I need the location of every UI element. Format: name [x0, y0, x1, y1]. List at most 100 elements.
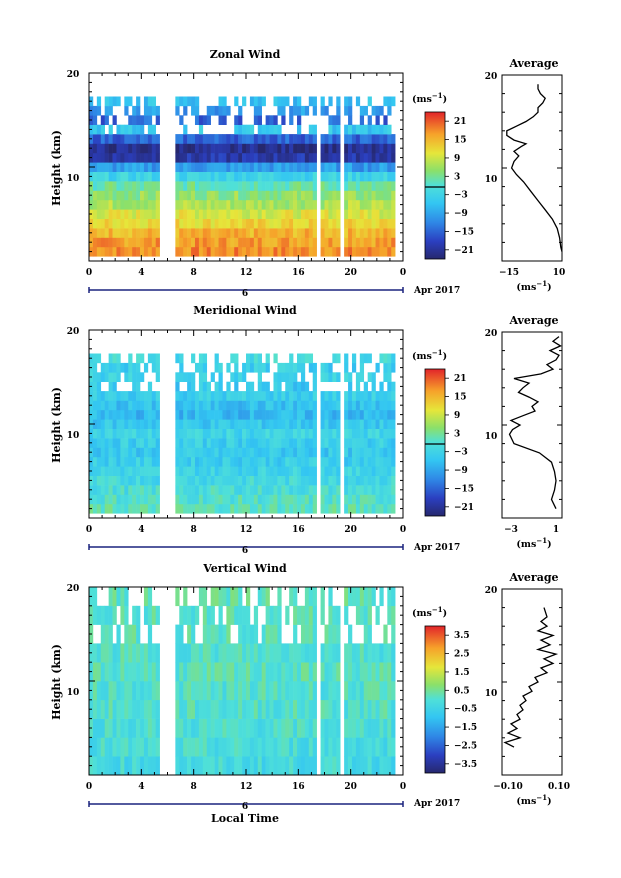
heatmap-cell: [179, 699, 184, 719]
heatmap-cell: [112, 237, 117, 248]
heatmap-cell: [363, 246, 368, 257]
heatmap-cell: [359, 353, 365, 364]
heatmap-cell: [253, 171, 259, 182]
heatmap-cell: [379, 587, 384, 607]
heatmap-cell: [242, 485, 247, 495]
heatmap-cell: [336, 115, 341, 125]
heatmap-cell: [140, 409, 145, 420]
heatmap-cell: [218, 485, 223, 495]
heatmap-cell: [132, 209, 137, 219]
heatmap-cell: [379, 756, 384, 776]
heatmap-cell: [116, 475, 121, 486]
heatmap-vertical: [89, 587, 396, 776]
heatmap-cell: [265, 447, 270, 458]
heatmap-cell: [324, 246, 329, 257]
heatmap-cell: [136, 419, 141, 429]
y-tick-label: 20: [67, 70, 80, 80]
heatmap-cell: [222, 737, 227, 757]
heatmap-cell: [273, 503, 278, 514]
heatmap-cell: [273, 756, 278, 776]
heatmap-cell: [143, 699, 149, 719]
heatmap-cell: [277, 587, 282, 607]
heatmap-cell: [100, 199, 105, 210]
heatmap-cell: [281, 362, 286, 373]
heatmap-cell: [359, 456, 365, 467]
heatmap-cell: [348, 494, 353, 505]
heatmap-cell: [297, 362, 302, 373]
heatmap-cell: [265, 199, 270, 210]
colorbar-label: 2.5: [454, 650, 470, 660]
heatmap-cell: [238, 105, 243, 116]
heatmap-cell: [324, 152, 329, 163]
heatmap-cell: [348, 115, 353, 125]
heatmap-cell: [269, 475, 274, 486]
heatmap-cell: [218, 662, 223, 682]
heatmap-cell: [96, 124, 102, 135]
heatmap-cell: [257, 419, 262, 429]
heatmap-cell: [312, 372, 317, 382]
heatmap-cell: [92, 756, 98, 776]
heatmap-cell: [281, 447, 286, 458]
heatmap-cell: [191, 447, 196, 458]
heatmap-cell: [147, 162, 153, 172]
heatmap-cell: [304, 237, 310, 248]
heatmap-cell: [128, 237, 133, 248]
heatmap-cell: [194, 447, 200, 458]
heatmap-cell: [308, 624, 314, 644]
heatmap-cell: [383, 428, 388, 439]
heatmap-cell: [198, 409, 204, 420]
heatmap-cell: [348, 124, 353, 135]
heatmap-cell: [257, 246, 262, 257]
heatmap-cell: [234, 662, 239, 682]
heatmap-cell: [112, 353, 117, 364]
heatmap-cell: [234, 171, 239, 182]
heatmap-cell: [92, 662, 98, 682]
heatmap-cell: [116, 456, 121, 467]
heatmap-cell: [359, 199, 365, 210]
heatmap-cell: [336, 624, 341, 644]
heatmap-cell: [363, 419, 368, 429]
heatmap-cell: [120, 162, 125, 172]
heatmap-cell: [261, 737, 266, 757]
heatmap-cell: [253, 246, 259, 257]
heatmap-cell: [344, 485, 349, 495]
y-axis-label: Height (km): [50, 644, 63, 720]
heatmap-cell: [116, 428, 121, 439]
heatmap-cell: [175, 447, 180, 458]
heatmap-cell: [222, 494, 227, 505]
heatmap-cell: [120, 362, 125, 373]
heatmap-cell: [387, 503, 392, 514]
heatmap-cell: [108, 134, 113, 144]
heatmap-cell: [348, 718, 353, 738]
heatmap-cell: [120, 485, 125, 495]
heatmap-cell: [128, 699, 133, 719]
heatmap-cell: [332, 756, 337, 776]
heatmap-cell: [128, 218, 133, 229]
heatmap-cell: [304, 475, 310, 486]
heatmap-cell: [277, 162, 282, 172]
heatmap-cell: [104, 466, 109, 476]
heatmap-cell: [214, 718, 219, 738]
heatmap-cell: [187, 391, 192, 401]
heatmap-cell: [297, 419, 302, 429]
heatmap-cell: [238, 605, 243, 625]
heatmap-cell: [332, 503, 337, 514]
heatmap-cell: [202, 494, 208, 505]
heatmap-cell: [261, 466, 266, 476]
heatmap-cell: [246, 152, 251, 163]
heatmap-cell: [179, 605, 184, 625]
heatmap-cell: [242, 391, 247, 401]
heatmap-cell: [198, 391, 204, 401]
heatmap-cell: [206, 756, 211, 776]
colorbar-label: 3: [454, 429, 460, 439]
heatmap-cell: [308, 124, 314, 135]
heatmap-cell: [308, 353, 314, 364]
heatmap-cell: [222, 391, 227, 401]
heatmap-cell: [257, 134, 262, 144]
heatmap-cell: [234, 485, 239, 495]
heatmap-cell: [183, 699, 188, 719]
heatmap-cell: [92, 494, 98, 505]
heatmap-cell: [371, 190, 376, 201]
heatmap-cell: [92, 246, 98, 257]
heatmap-cell: [351, 438, 357, 448]
